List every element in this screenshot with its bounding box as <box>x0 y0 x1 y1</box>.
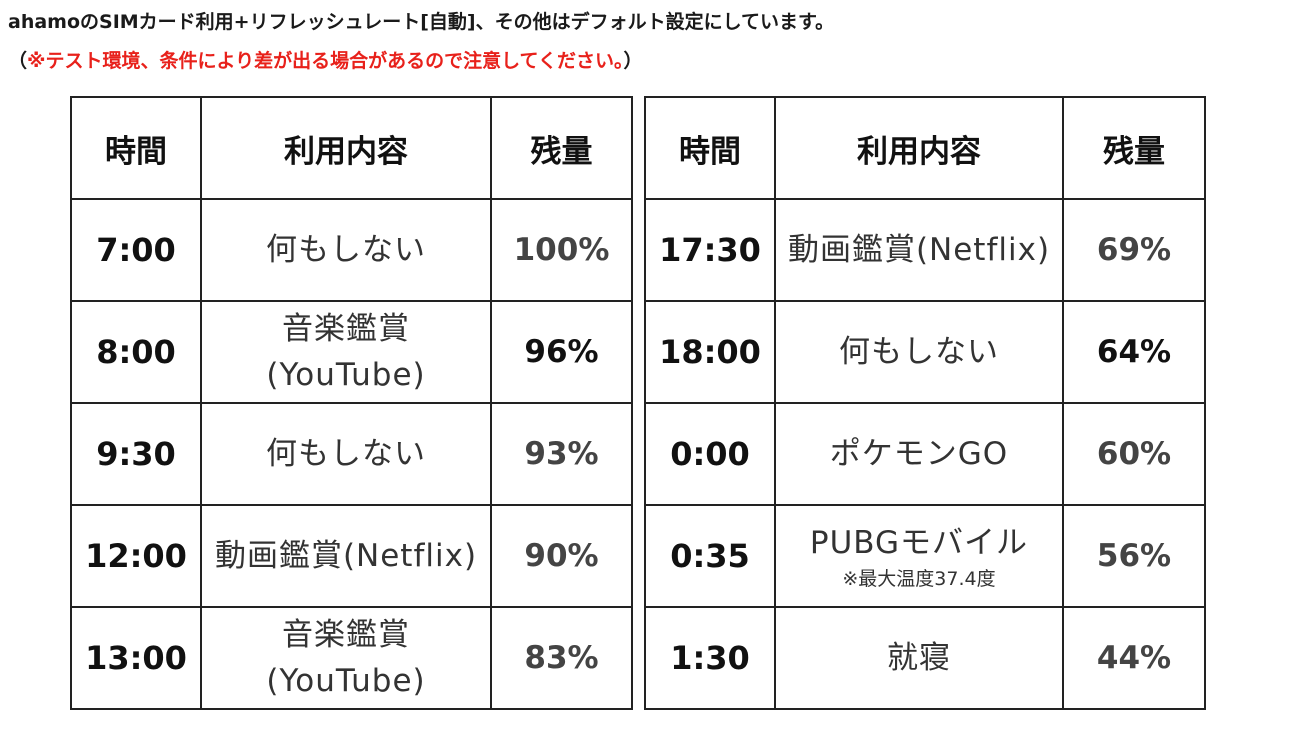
note-open-paren: （ <box>8 50 28 72</box>
table-header-row: 時間 利用内容 残量 <box>70 96 633 200</box>
remain-cell: 90% <box>490 504 633 608</box>
header-time: 時間 <box>644 96 776 200</box>
table-row: 17:30 動画鑑賞(Netflix) 69% <box>644 198 1206 302</box>
battery-table-right: 時間 利用内容 残量 17:30 動画鑑賞(Netflix) 69% 18:00 何もし… <box>644 96 1206 710</box>
note-warning-text: ※テスト環境、条件により差が出る場合があるので注意してください。 <box>27 50 624 72</box>
content-label: 何もしない <box>266 232 426 268</box>
remain-cell: 56% <box>1062 504 1206 608</box>
time-cell: 18:00 <box>644 300 776 404</box>
time-cell: 0:00 <box>644 402 776 506</box>
time-cell: 17:30 <box>644 198 776 302</box>
time-cell: 8:00 <box>70 300 202 404</box>
content-label: ポケモンGO <box>829 436 1009 472</box>
content-label: PUBGモバイル <box>809 525 1029 561</box>
content-label: 何もしない <box>839 334 999 370</box>
content-cell: 音楽鑑賞 (YouTube) <box>200 300 492 404</box>
time-cell: 9:30 <box>70 402 202 506</box>
content-label: 音楽鑑賞 <box>282 311 410 347</box>
header-remain: 残量 <box>1062 96 1206 200</box>
remain-cell: 93% <box>490 402 633 506</box>
page-heading: ahamoのSIMカード利用+リフレッシュレート[自動]、その他はデフォルト設定… <box>8 11 835 33</box>
note-close-paren: ） <box>623 50 643 72</box>
content-sub-label: ※最大温度37.4度 <box>842 568 996 590</box>
content-label: 動画鑑賞(Netflix) <box>214 538 478 574</box>
content-cell: PUBGモバイル ※最大温度37.4度 <box>774 504 1064 608</box>
table-row: 9:30 何もしない 93% <box>70 402 633 506</box>
content-cell: 何もしない <box>200 402 492 506</box>
content-label: 音楽鑑賞 <box>282 617 410 653</box>
time-cell: 7:00 <box>70 198 202 302</box>
content-cell: 就寝 <box>774 606 1064 710</box>
remain-cell: 44% <box>1062 606 1206 710</box>
content-cell: 何もしない <box>200 198 492 302</box>
table-row: 0:00 ポケモンGO 60% <box>644 402 1206 506</box>
header-content: 利用内容 <box>200 96 492 200</box>
content-cell: 動画鑑賞(Netflix) <box>200 504 492 608</box>
content-label: 動画鑑賞(Netflix) <box>787 232 1051 268</box>
content-sub-label: (YouTube) <box>266 357 426 393</box>
time-cell: 1:30 <box>644 606 776 710</box>
content-cell: 動画鑑賞(Netflix) <box>774 198 1064 302</box>
table-row: 7:00 何もしない 100% <box>70 198 633 302</box>
header-time: 時間 <box>70 96 202 200</box>
table-row: 13:00 音楽鑑賞 (YouTube) 83% <box>70 606 633 710</box>
time-cell: 0:35 <box>644 504 776 608</box>
table-row: 1:30 就寝 44% <box>644 606 1206 710</box>
content-cell: 何もしない <box>774 300 1064 404</box>
test-note: （※テスト環境、条件により差が出る場合があるので注意してください。） <box>8 46 642 76</box>
time-cell: 13:00 <box>70 606 202 710</box>
remain-cell: 69% <box>1062 198 1206 302</box>
content-label: 就寝 <box>887 640 951 676</box>
remain-cell: 64% <box>1062 300 1206 404</box>
table-header-row: 時間 利用内容 残量 <box>644 96 1206 200</box>
content-label: 何もしない <box>266 436 426 472</box>
table-row: 0:35 PUBGモバイル ※最大温度37.4度 56% <box>644 504 1206 608</box>
remain-cell: 60% <box>1062 402 1206 506</box>
table-row: 18:00 何もしない 64% <box>644 300 1206 404</box>
battery-table-left: 時間 利用内容 残量 7:00 何もしない 100% 8:00 音楽鑑賞 (YouTube… <box>70 96 633 710</box>
time-cell: 12:00 <box>70 504 202 608</box>
table-row: 8:00 音楽鑑賞 (YouTube) 96% <box>70 300 633 404</box>
content-cell: 音楽鑑賞 (YouTube) <box>200 606 492 710</box>
header-content: 利用内容 <box>774 96 1064 200</box>
content-sub-label: (YouTube) <box>266 663 426 699</box>
header-remain: 残量 <box>490 96 633 200</box>
table-row: 12:00 動画鑑賞(Netflix) 90% <box>70 504 633 608</box>
content-cell: ポケモンGO <box>774 402 1064 506</box>
remain-cell: 83% <box>490 606 633 710</box>
remain-cell: 96% <box>490 300 633 404</box>
remain-cell: 100% <box>490 198 633 302</box>
